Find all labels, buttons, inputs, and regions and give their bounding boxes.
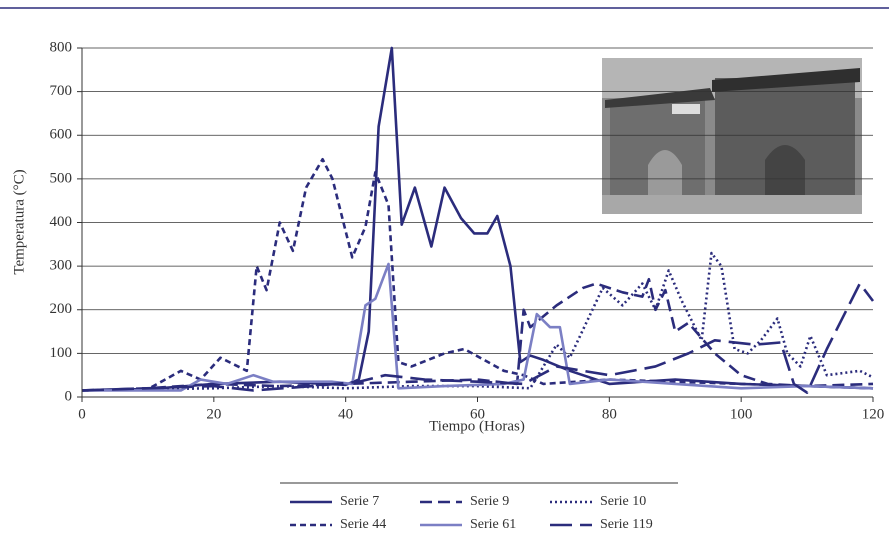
y-tick-label: 100 <box>50 345 73 361</box>
series-line <box>81 251 874 392</box>
plot-area <box>81 46 875 398</box>
legend-label: Serie 44 <box>340 517 386 532</box>
x-tick-label: 40 <box>338 406 353 422</box>
x-tick-label: 100 <box>730 406 753 422</box>
legend-label: Serie 61 <box>470 517 516 532</box>
series-line <box>82 262 874 392</box>
x-tick-label: 0 <box>78 406 86 422</box>
x-axis-title: Tiempo (Horas) <box>429 418 525 434</box>
photo-inset <box>602 58 862 214</box>
y-tick-label: 300 <box>50 258 73 274</box>
y-tick-label: 500 <box>50 170 73 186</box>
x-tick-label: 120 <box>862 406 885 422</box>
x-tick-label: 20 <box>206 406 221 422</box>
legend-label: Serie 9 <box>470 494 509 509</box>
y-tick-label: 400 <box>50 214 73 230</box>
x-tick-label: 80 <box>602 406 617 422</box>
y-tick-label: 200 <box>50 301 73 317</box>
series-line <box>81 282 875 394</box>
y-tick-label: 800 <box>50 39 73 55</box>
x-tick-label: 60 <box>470 406 485 422</box>
y-tick-label: 600 <box>50 127 73 143</box>
series-line <box>81 277 874 392</box>
y-tick-label: 0 <box>65 388 73 404</box>
y-axis-title: Temperatura (°C) <box>11 169 27 274</box>
legend-label: Serie 7 <box>340 494 379 509</box>
y-tick-label: 700 <box>50 83 73 99</box>
legend-label: Serie 119 <box>600 517 653 532</box>
legend-label: Serie 10 <box>600 494 646 509</box>
series-line <box>81 157 874 392</box>
